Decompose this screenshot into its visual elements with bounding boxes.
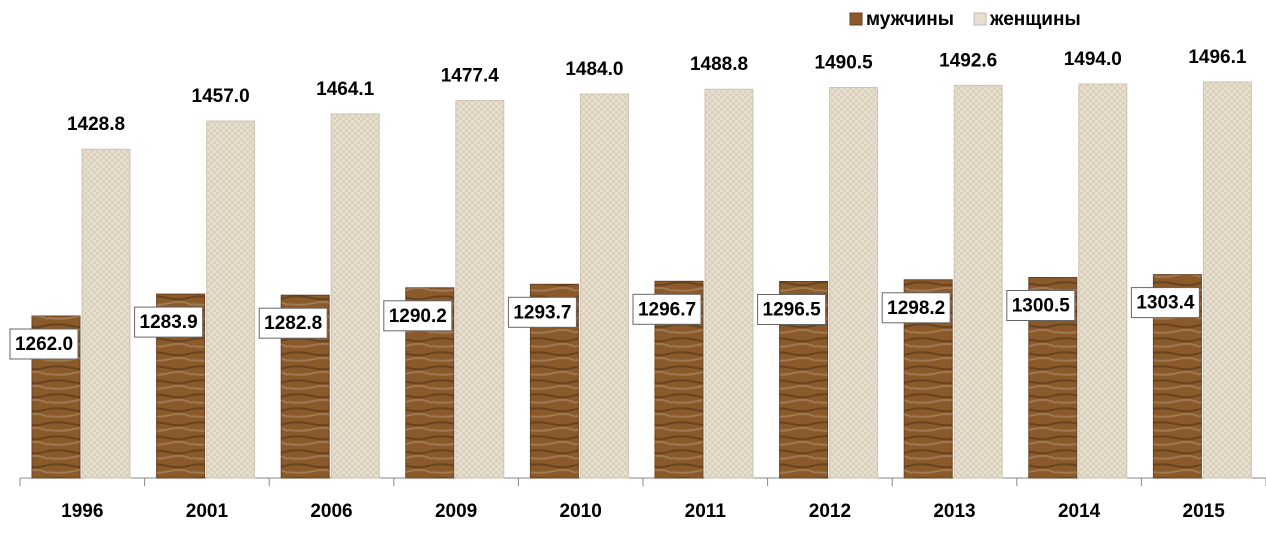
value-label: 1296.7 — [638, 299, 696, 320]
value-label: 1488.8 — [690, 54, 748, 75]
value-label-box — [1130, 287, 1200, 319]
x-tick-label: 2014 — [1058, 501, 1101, 522]
value-label: 1298.2 — [887, 298, 945, 319]
value-label-box — [881, 292, 951, 324]
x-tick-label: 2001 — [186, 501, 229, 522]
value-label-box — [757, 294, 827, 325]
value-label: 1464.1 — [316, 79, 375, 100]
bar — [829, 87, 879, 479]
bar — [1202, 81, 1252, 479]
value-label-box — [507, 296, 577, 328]
value-label: 1496.1 — [1188, 47, 1247, 68]
legend-label: женщины — [989, 9, 1081, 30]
value-label: 1300.5 — [1012, 296, 1071, 317]
value-label: 1296.5 — [763, 300, 822, 321]
value-label: 1484.0 — [565, 59, 623, 80]
value-label-box — [1006, 290, 1076, 321]
x-tick-label: 2006 — [310, 501, 352, 522]
legend-swatch — [849, 12, 863, 26]
bar — [704, 88, 754, 479]
value-label-box — [9, 328, 79, 360]
value-label: 1283.9 — [140, 312, 198, 333]
bar — [330, 113, 380, 479]
value-label: 1490.5 — [815, 53, 874, 74]
value-label: 1492.6 — [939, 50, 997, 71]
value-label: 1290.2 — [389, 306, 447, 327]
value-label-box — [632, 293, 702, 325]
value-label: 1457.0 — [192, 86, 250, 107]
value-label-box — [383, 300, 453, 332]
x-tick-label: 2013 — [933, 501, 975, 522]
x-tick-label: 2011 — [685, 501, 727, 522]
bar — [206, 120, 256, 479]
legend-label: мужчины — [866, 9, 954, 30]
bar — [455, 100, 505, 479]
bar — [1078, 83, 1128, 479]
value-label: 1428.8 — [67, 114, 125, 135]
value-label: 1477.4 — [441, 66, 500, 87]
x-tick-label: 2009 — [435, 501, 477, 522]
value-label: 1494.0 — [1064, 49, 1122, 70]
x-tick-label: 1996 — [61, 501, 103, 522]
value-label-box — [258, 307, 328, 339]
value-label: 1262.0 — [15, 334, 73, 355]
x-tick-label: 2015 — [1183, 501, 1226, 522]
x-tick-label: 2012 — [809, 501, 851, 522]
value-label: 1282.8 — [264, 313, 322, 334]
value-label: 1303.4 — [1136, 293, 1195, 314]
value-label: 1293.7 — [513, 302, 571, 323]
bar — [579, 93, 629, 479]
value-label-box — [134, 306, 204, 338]
x-tick-label: 2010 — [560, 501, 602, 522]
bar — [81, 148, 131, 479]
bar — [953, 84, 1003, 479]
legend-swatch — [973, 12, 987, 26]
